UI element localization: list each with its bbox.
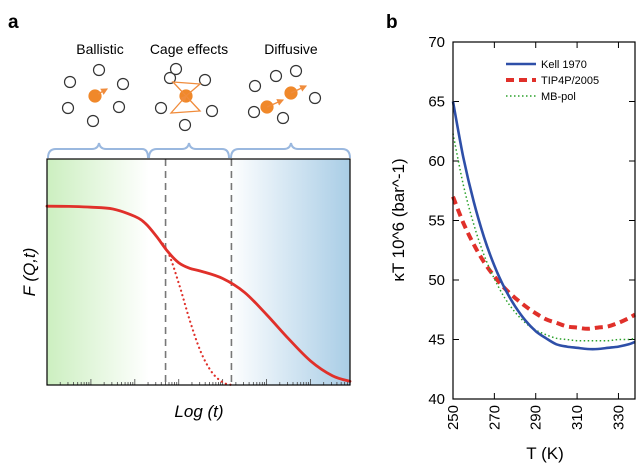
panel-b-x-tick-label: 270 bbox=[486, 405, 503, 430]
tip4p-2005-curve bbox=[451, 195, 636, 331]
panel-b-y-tick-label: 55 bbox=[428, 213, 445, 230]
mb-pol-curve bbox=[452, 133, 636, 342]
panel-b-y-tick-label: 70 bbox=[428, 34, 445, 51]
brace-cage-effects bbox=[148, 142, 230, 159]
ballistic-region-bg bbox=[47, 159, 149, 385]
ballistic-particles-illustration bbox=[61, 63, 130, 128]
panel-b-x-tick-label: 290 bbox=[528, 405, 545, 430]
panel-a-axes-frame bbox=[46, 158, 351, 386]
legend-label-kell-1970: Kell 1970 bbox=[541, 59, 587, 71]
brace-diffusive bbox=[230, 142, 351, 159]
panel-a-y-axis-label: F (Q,t) bbox=[20, 248, 39, 297]
panel-b-y-tick-label: 50 bbox=[428, 272, 445, 289]
legend-label-tip4p-2005: TIP4P/2005 bbox=[541, 75, 599, 87]
fqt-dotted-curve bbox=[155, 235, 233, 387]
regime-label-diffusive: Diffusive bbox=[264, 41, 318, 57]
panel-a-letter: a bbox=[8, 12, 19, 33]
diffusive-region-bg bbox=[229, 159, 350, 385]
panel-b-x-tick-label: 250 bbox=[445, 405, 462, 430]
panel-b-x-tick-label: 310 bbox=[569, 405, 586, 430]
regime-braces bbox=[47, 142, 351, 159]
regime-label-ballistic: Ballistic bbox=[76, 41, 123, 57]
panel-b-x-axis-label: T (K) bbox=[526, 444, 563, 463]
fqt-solid-curve bbox=[45, 204, 352, 383]
panel-b-y-tick-label: 45 bbox=[428, 332, 445, 349]
legend-label-mb-pol: MB-pol bbox=[541, 91, 576, 103]
brace-ballistic bbox=[47, 142, 149, 159]
panel-b-y-axis-label: κT 10^6 (bar^-1) bbox=[389, 158, 408, 281]
panel-b-y-tick-label: 60 bbox=[428, 153, 445, 170]
panel-b-legend: Kell 1970 TIP4P/2005 MB-pol bbox=[506, 59, 599, 103]
panel-b-y-tick-label: 40 bbox=[428, 391, 445, 408]
panel-b-axes-frame bbox=[452, 41, 636, 400]
panel-b-plot: 40 45 50 55 60 65 70 250 270 290 310 330 Kell 1970 T… bbox=[428, 34, 636, 430]
panel-a-x-axis-label: Log (t) bbox=[174, 402, 223, 421]
panel-b-y-tick-label: 65 bbox=[428, 94, 445, 111]
panel-b-letter: b bbox=[386, 12, 398, 33]
panel-a-plot bbox=[45, 158, 352, 387]
cage-particles-illustration bbox=[154, 62, 219, 132]
panel-b-x-tick-label: 330 bbox=[610, 405, 627, 430]
kell-1970-curve bbox=[451, 101, 636, 351]
diffusive-particles-illustration bbox=[247, 64, 322, 125]
regime-label-cage-effects: Cage effects bbox=[150, 41, 228, 57]
